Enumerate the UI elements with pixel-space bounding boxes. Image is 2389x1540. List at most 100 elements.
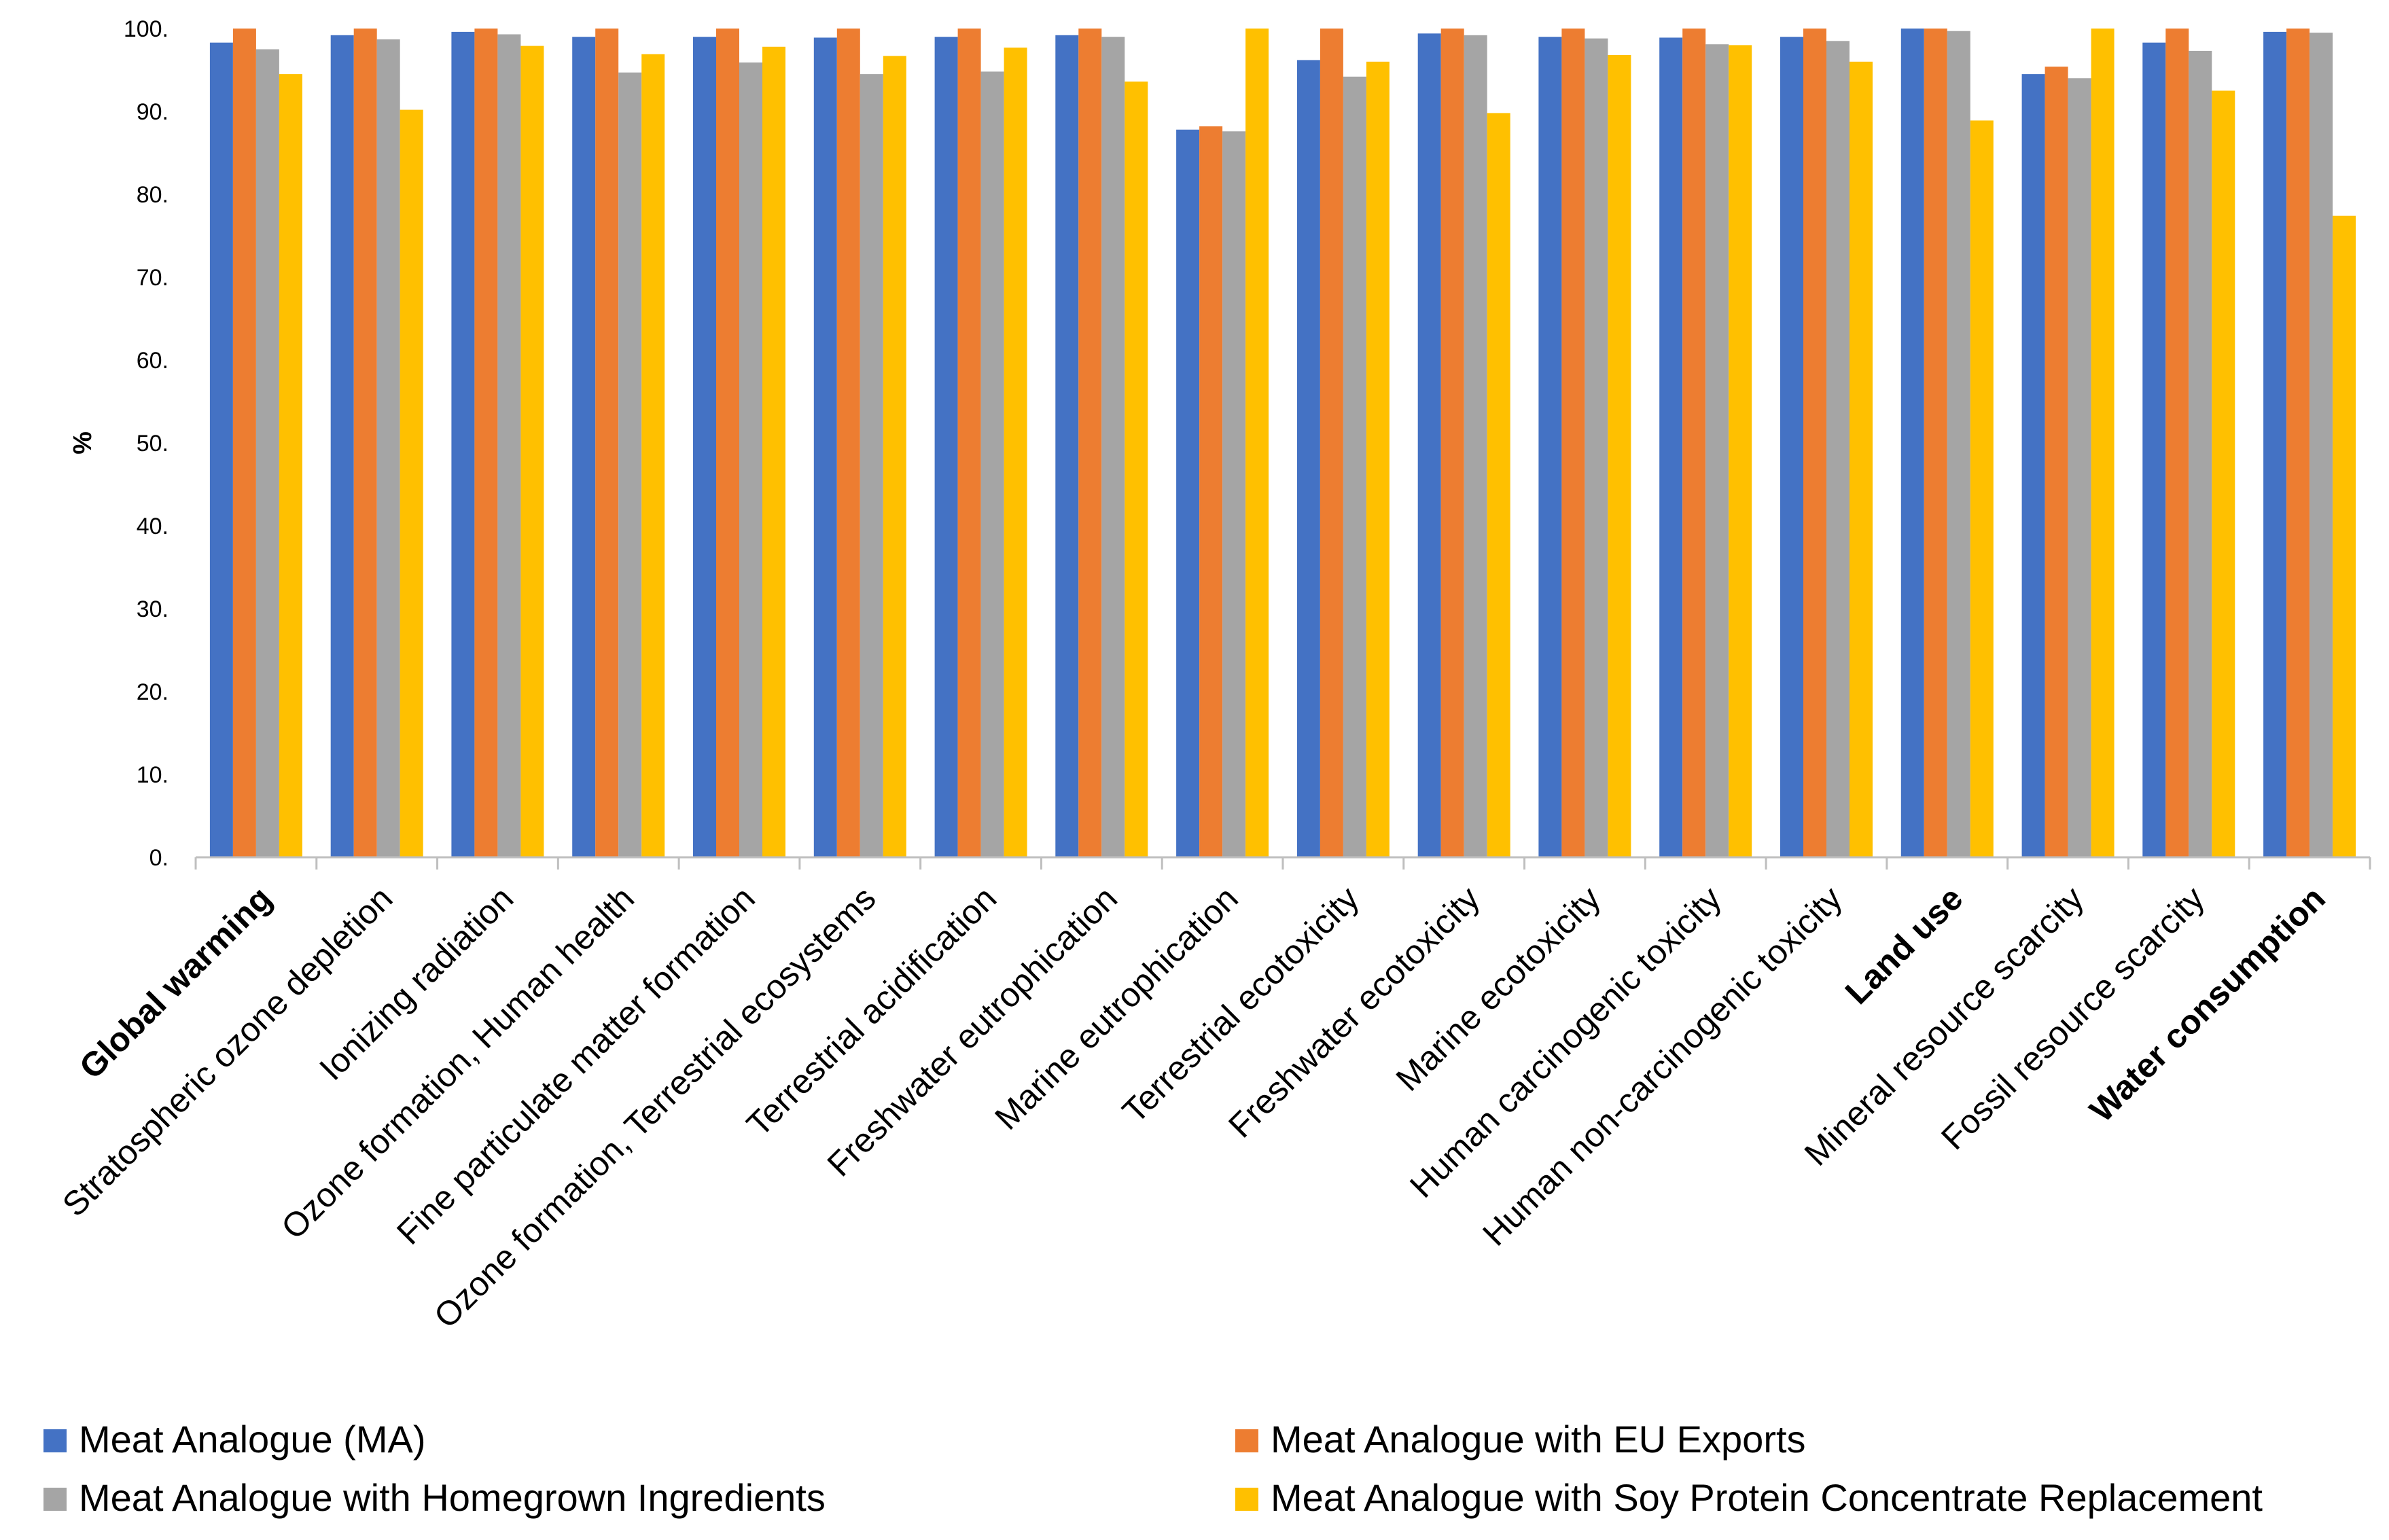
bar-2-7: Meat Analogue with EU Exports — Terrestr… <box>957 29 981 857</box>
bar-2-17: Meat Analogue with EU Exports — Fossil r… <box>2165 29 2189 857</box>
legend-label: Meat Analogue with Soy Protein Concentra… <box>1271 1476 2263 1519</box>
bar-3-1: Meat Analogue with Homegrown Ingredients… <box>255 49 279 857</box>
bar-3-2: Meat Analogue with Homegrown Ingredients… <box>376 39 400 857</box>
bar-3-7: Meat Analogue with Homegrown Ingredients… <box>980 71 1004 857</box>
bar-4-11: Meat Analogue with Soy Protein Concentra… <box>1487 113 1510 857</box>
legend-swatch <box>43 1488 67 1511</box>
bar-4-3: Meat Analogue with Soy Protein Concentra… <box>520 46 544 858</box>
legend-swatch <box>1235 1429 1258 1452</box>
bar-2-2: Meat Analogue with EU Exports — Stratosp… <box>353 29 377 857</box>
bar-4-18: Meat Analogue with Soy Protein Concentra… <box>2333 215 2356 857</box>
y-tick-label: 100. <box>124 16 169 42</box>
y-tick-label: 90. <box>137 99 169 125</box>
bar-1-3: Meat Analogue (MA) — Ionizing radiation:… <box>451 31 475 857</box>
y-tick-label: 60. <box>137 348 169 374</box>
legend-swatch <box>1235 1488 1258 1511</box>
y-tick-labels-layer: 0. 10. 20. 30. 40. 50. 60. 70. 80. 90. 100. <box>124 16 169 871</box>
bar-4-1: Meat Analogue with Soy Protein Concentra… <box>279 74 302 858</box>
bar-4-4: Meat Analogue with Soy Protein Concentra… <box>641 54 665 857</box>
bar-4-9: Meat Analogue with Soy Protein Concentra… <box>1245 29 1269 857</box>
bar-4-17: Meat Analogue with Soy Protein Concentra… <box>2212 90 2235 857</box>
bar-2-11: Meat Analogue with EU Exports — Freshwat… <box>1440 29 1464 857</box>
category-label: Land use <box>1838 879 1970 1011</box>
bar-1-14: Meat Analogue (MA) — Human non-carcinoge… <box>1780 37 1803 858</box>
bar-3-13: Meat Analogue with Homegrown Ingredients… <box>1705 44 1729 858</box>
y-tick-label: 30. <box>137 596 169 622</box>
bar-3-9: Meat Analogue with Homegrown Ingredients… <box>1222 131 1246 857</box>
bar-4-14: Meat Analogue with Soy Protein Concentra… <box>1850 61 1873 857</box>
bar-2-6: Meat Analogue with EU Exports — Ozone fo… <box>836 29 860 857</box>
legend-label: Meat Analogue (MA) <box>79 1418 425 1461</box>
bar-3-18: Meat Analogue with Homegrown Ingredients… <box>2310 33 2333 858</box>
bar-2-9: Meat Analogue with EU Exports — Marine e… <box>1199 126 1223 857</box>
bar-2-5: Meat Analogue with EU Exports — Fine par… <box>716 29 739 857</box>
bar-3-12: Meat Analogue with Homegrown Ingredients… <box>1585 38 1608 858</box>
bar-1-13: Meat Analogue (MA) — Human carcinogenic … <box>1659 37 1683 857</box>
bar-3-6: Meat Analogue with Homegrown Ingredients… <box>860 74 883 858</box>
bar-2-14: Meat Analogue with EU Exports — Human no… <box>1803 29 1826 857</box>
bar-1-2: Meat Analogue (MA) — Stratospheric ozone… <box>330 35 354 857</box>
y-axis-label: % <box>69 431 97 454</box>
bar-3-11: Meat Analogue with Homegrown Ingredients… <box>1464 35 1487 857</box>
bar-2-4: Meat Analogue with EU Exports — Ozone fo… <box>595 29 619 857</box>
bar-1-1: Meat Analogue (MA) — Global warming: 98.… <box>209 42 233 858</box>
bar-4-6: Meat Analogue with Soy Protein Concentra… <box>883 56 906 857</box>
bar-2-8: Meat Analogue with EU Exports — Freshwat… <box>1078 29 1102 857</box>
y-tick-label: 70. <box>137 265 169 291</box>
bar-4-7: Meat Analogue with Soy Protein Concentra… <box>1004 48 1027 858</box>
legend-item: Meat Analogue with EU Exports <box>1235 1418 1806 1461</box>
legend: Meat Analogue (MA) Meat Analogue with EU … <box>43 1418 2263 1519</box>
bar-2-12: Meat Analogue with EU Exports — Marine e… <box>1561 29 1585 857</box>
bar-3-17: Meat Analogue with Homegrown Ingredients… <box>2189 50 2212 857</box>
category-label: Ozone formation, Terrestrial ecosystems <box>427 879 883 1336</box>
bar-1-17: Meat Analogue (MA) — Fossil resource sca… <box>2142 42 2166 858</box>
bar-4-16: Meat Analogue with Soy Protein Concentra… <box>2091 29 2114 857</box>
bar-4-13: Meat Analogue with Soy Protein Concentra… <box>1729 45 1752 857</box>
bar-4-8: Meat Analogue with Soy Protein Concentra… <box>1125 82 1148 858</box>
y-tick-label: 80. <box>137 182 169 208</box>
bar-1-9: Meat Analogue (MA) — Marine eutrophicati… <box>1176 129 1200 857</box>
legend-item: Meat Analogue (MA) <box>43 1418 425 1461</box>
bar-1-12: Meat Analogue (MA) — Marine ecotoxicity:… <box>1538 37 1562 858</box>
bar-3-8: Meat Analogue with Homegrown Ingredients… <box>1101 37 1125 858</box>
legend-swatch <box>43 1429 67 1452</box>
bar-3-5: Meat Analogue with Homegrown Ingredients… <box>739 62 762 857</box>
y-tick-label: 0. <box>149 845 169 871</box>
bar-4-10: Meat Analogue with Soy Protein Concentra… <box>1366 61 1390 857</box>
bar-3-3: Meat Analogue with Homegrown Ingredients… <box>497 34 521 857</box>
legend-label: Meat Analogue with EU Exports <box>1271 1418 1806 1461</box>
bar-1-10: Meat Analogue (MA) — Terrestrial ecotoxi… <box>1296 60 1320 857</box>
category-label: Marine eutrophication <box>987 879 1245 1137</box>
bar-1-18: Meat Analogue (MA) — Water consumption: … <box>2263 31 2287 857</box>
bar-1-11: Meat Analogue (MA) — Freshwater ecotoxic… <box>1417 33 1441 857</box>
bar-1-7: Meat Analogue (MA) — Terrestrial acidifi… <box>934 37 958 858</box>
legend-item: Meat Analogue with Soy Protein Concentra… <box>1235 1476 2263 1519</box>
legend-item: Meat Analogue with Homegrown Ingredients <box>43 1476 826 1519</box>
bar-1-4: Meat Analogue (MA) — Ozone formation, Hu… <box>572 37 596 858</box>
bar-2-13: Meat Analogue with EU Exports — Human ca… <box>1682 29 1706 857</box>
bar-2-1: Meat Analogue with EU Exports — Global w… <box>232 29 256 857</box>
bar-4-5: Meat Analogue with Soy Protein Concentra… <box>762 46 785 857</box>
category-label: Marine ecotoxicity <box>1389 879 1608 1098</box>
bar-4-2: Meat Analogue with Soy Protein Concentra… <box>400 109 423 858</box>
y-tick-label: 40. <box>137 514 169 539</box>
bar-3-16: Meat Analogue with Homegrown Ingredients… <box>2068 78 2091 858</box>
bar-1-8: Meat Analogue (MA) — Freshwater eutrophi… <box>1055 35 1079 857</box>
bar-2-15: Meat Analogue with EU Exports — Land use… <box>1924 29 1947 857</box>
bar-2-10: Meat Analogue with EU Exports — Terrestr… <box>1320 29 1343 857</box>
bar-4-15: Meat Analogue with Soy Protein Concentra… <box>1970 120 1994 857</box>
category-label: Terrestrial ecotoxicity <box>1115 879 1366 1130</box>
bar-3-14: Meat Analogue with Homegrown Ingredients… <box>1826 41 1850 857</box>
bar-2-3: Meat Analogue with EU Exports — Ionizing… <box>474 29 498 857</box>
x-ticks-layer <box>194 857 2371 870</box>
bar-2-16: Meat Analogue with EU Exports — Mineral … <box>2045 67 2068 858</box>
y-tick-label: 10. <box>137 762 169 788</box>
bar-3-10: Meat Analogue with Homegrown Ingredients… <box>1343 76 1366 857</box>
bar-1-5: Meat Analogue (MA) — Fine particulate ma… <box>693 37 716 858</box>
legend-label: Meat Analogue with Homegrown Ingredients <box>79 1476 826 1519</box>
category-label: Terrestrial acidification <box>739 879 1004 1143</box>
bar-3-15: Meat Analogue with Homegrown Ingredients… <box>1947 31 1970 858</box>
bar-1-6: Meat Analogue (MA) — Ozone formation, Te… <box>813 37 837 857</box>
